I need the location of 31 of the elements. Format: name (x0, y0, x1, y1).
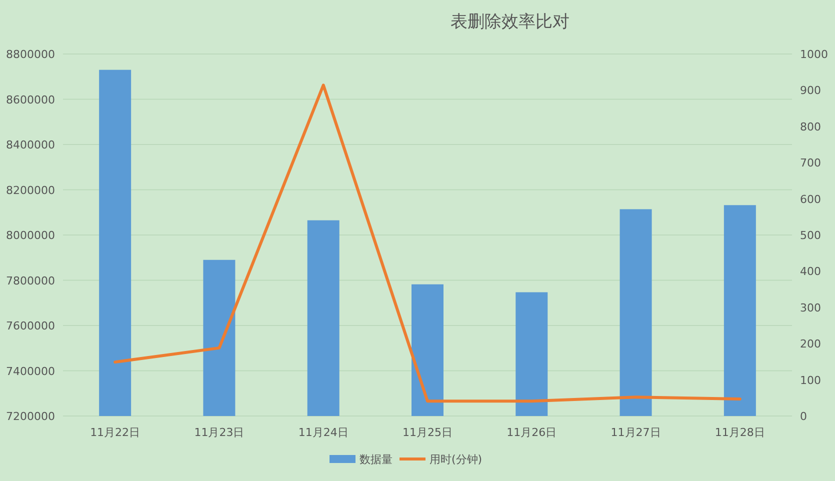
y2-tick-label: 100 (800, 374, 821, 387)
x-tick-label: 11月27日 (610, 426, 661, 439)
y-tick-label: 8800000 (6, 48, 55, 61)
y-tick-label: 7200000 (6, 410, 55, 423)
y2-tick-label: 400 (800, 265, 821, 278)
y2-tick-label: 700 (800, 156, 821, 170)
chart-title: 表删除效率比对 (450, 12, 570, 32)
y2-tick-label: 900 (800, 84, 821, 98)
y2-tick-label: 1000 (800, 48, 828, 61)
y-tick-label: 7400000 (6, 364, 55, 378)
x-tick-label: 11月28日 (714, 426, 765, 439)
y2-tick-label: 800 (800, 120, 821, 134)
y2-tick-label: 600 (800, 192, 821, 206)
legend-label: 用时(分钟) (430, 453, 482, 466)
y2-tick-label: 500 (800, 229, 821, 242)
y-tick-label: 7600000 (6, 320, 55, 332)
y2-tick-label: 0 (800, 410, 807, 423)
x-tick-label: 11月22日 (90, 426, 140, 439)
y2-tick-label: 200 (800, 338, 821, 351)
y-tick-label: 8600000 (6, 93, 55, 106)
x-tick-label: 11月25日 (402, 426, 452, 439)
x-tick-label: 11月24日 (298, 426, 348, 439)
legend-label: 数据量 (360, 453, 392, 466)
y-tick-label: 8400000 (6, 138, 55, 152)
y-tick-label: 8200000 (6, 184, 55, 197)
line-series (114, 84, 742, 403)
y-tick-label: 8000000 (6, 229, 55, 242)
y2-tick-label: 300 (800, 301, 821, 314)
y-tick-label: 7800000 (6, 274, 55, 288)
x-tick-label: 11月23日 (194, 426, 244, 439)
x-tick-label: 11月26日 (506, 426, 557, 439)
